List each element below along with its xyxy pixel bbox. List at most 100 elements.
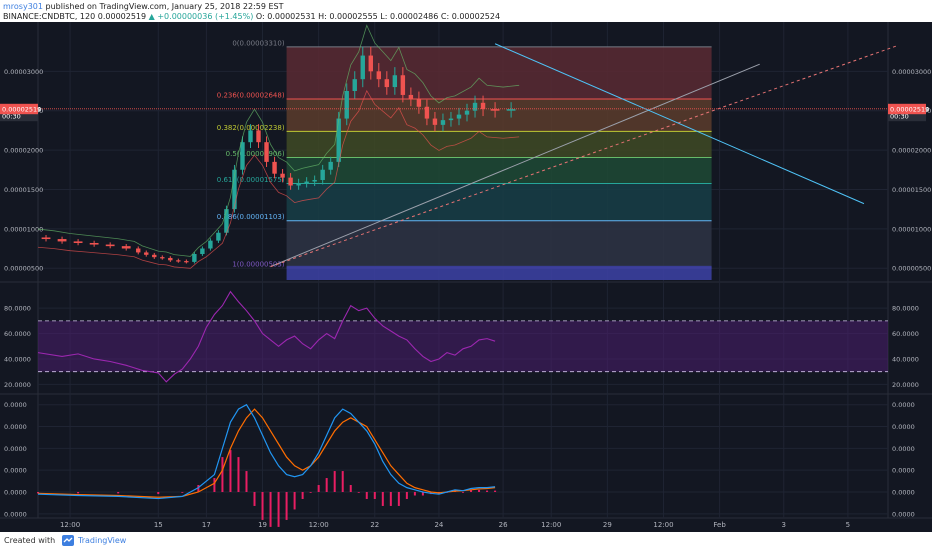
x-tick-label: 17	[202, 521, 211, 529]
candle-body	[480, 102, 486, 110]
candle-body	[360, 55, 365, 80]
y-tick-label-left: 40.0000	[4, 355, 31, 363]
macd-histogram-bar	[293, 492, 296, 510]
macd-histogram-bar	[421, 492, 424, 496]
candle-body	[392, 75, 398, 88]
y-tick-label-right: 0.0000	[892, 401, 915, 409]
footer-brand[interactable]: TradingView	[78, 536, 127, 545]
x-tick-label: 15	[154, 521, 163, 529]
candle-body	[432, 118, 438, 125]
price-tag-left: 00:30	[2, 113, 21, 121]
macd-histogram-bar	[157, 492, 160, 495]
y-tick-label-left: 80.0000	[4, 305, 31, 313]
macd-histogram-bar	[341, 471, 344, 492]
footer-created: Created with	[4, 536, 56, 545]
y-tick-label-left: 0.0000	[4, 401, 27, 409]
candle-body	[89, 242, 99, 245]
candle-body	[184, 261, 189, 263]
macd-histogram-bar	[285, 492, 288, 520]
macd-histogram-bar	[213, 478, 216, 492]
macd-histogram-bar	[349, 485, 352, 492]
y-tick-label-right: 0.00003000	[892, 68, 931, 76]
price-tag-left-bg	[0, 111, 38, 122]
macd-histogram-bar	[373, 492, 376, 499]
author-link[interactable]: mrosy301	[3, 2, 43, 11]
y-tick-label-right: 0.0000	[892, 510, 915, 518]
y-tick-label-left: 0.00002000	[4, 147, 43, 155]
fib-level-label: 0.786(0.00001103)	[217, 213, 285, 221]
fib-zone	[286, 220, 712, 268]
x-tick-label: 22	[370, 521, 379, 529]
candle-body	[41, 237, 51, 240]
y-tick-label-right: 0.00000500	[892, 265, 931, 273]
candle-body	[280, 173, 285, 178]
y-tick-label-right: 0.00002000	[892, 147, 931, 155]
publish-info: published on TradingView.com, January 25…	[45, 2, 284, 11]
rsi-line	[37, 290, 496, 383]
macd-histogram-bar	[365, 492, 368, 499]
candle-body	[232, 169, 237, 210]
y-tick-label-left: 0.00001000	[4, 225, 43, 233]
candle-body	[424, 106, 430, 119]
macd-histogram-bar	[181, 492, 184, 493]
macd-histogram-bar	[117, 492, 120, 494]
candle-body	[304, 181, 309, 184]
candle-body	[224, 209, 229, 233]
macd-histogram-bar	[245, 471, 248, 492]
candle-body	[376, 71, 382, 80]
candle-body	[464, 110, 470, 115]
fib-zone	[286, 46, 712, 100]
fib-level-label: 0.236(0.00002648)	[217, 92, 285, 100]
rsi-band-fill	[38, 320, 888, 372]
macd-histogram-bar	[494, 490, 497, 492]
x-tick-label: 12:00	[653, 521, 673, 529]
fib-zone	[286, 131, 712, 158]
macd-histogram-bar	[269, 492, 272, 527]
candle-body	[320, 169, 325, 180]
candle-body	[288, 177, 293, 186]
upper-band-line	[37, 24, 520, 257]
y-tick-label-right: 0.00001000	[892, 225, 931, 233]
chart-area[interactable]: 12:00 15 17 19 12:00 22 24 26 12:00 29 12:00 Feb 3 5 0…	[0, 22, 932, 532]
macd-histogram-bar	[357, 492, 360, 493]
macd-histogram-bar	[486, 490, 489, 492]
y-tick-label-right: 0.0000	[892, 423, 915, 431]
price-tag-right-bg	[888, 111, 926, 122]
candle-body	[506, 109, 516, 111]
last-price: 0.00002519	[97, 12, 147, 21]
y-tick-label-right: 60.0000	[892, 330, 919, 338]
x-tick-label: 24	[434, 521, 443, 529]
symbol-line: BINANCE:CNDBTC, 120 0.00002519 ▲ +0.0000…	[3, 12, 500, 21]
candle-body	[144, 252, 149, 255]
chart-svg[interactable]: 12:00 15 17 19 12:00 22 24 26 12:00 29 12:00 Feb 3 5 0…	[0, 22, 932, 532]
footer-bar: Created with TradingView	[0, 532, 932, 550]
price-change: ▲ +0.00000036 (+1.45%)	[148, 12, 254, 21]
y-tick-label-left: 0.0000	[4, 510, 27, 518]
candle-body	[456, 114, 462, 119]
fib-zone	[286, 99, 712, 132]
price-tag-left: 0.00002519	[2, 106, 41, 114]
macd-histogram-bar	[197, 485, 200, 492]
x-tick-label: 3	[782, 521, 786, 529]
candle-body	[248, 130, 253, 143]
trend-line	[270, 63, 760, 268]
y-tick-label-left: 0.00001500	[4, 186, 43, 194]
candle-body	[240, 142, 245, 170]
y-tick-label-right: 80.0000	[892, 305, 919, 313]
y-tick-label-left: 0.0000	[4, 423, 27, 431]
macd-histogram-bar	[301, 492, 304, 499]
candle-body	[408, 94, 414, 99]
candle-body	[448, 118, 454, 121]
y-tick-label-left: 0.0000	[4, 489, 27, 497]
y-tick-label-right: 0.0000	[892, 445, 915, 453]
macd-histogram-bar	[309, 492, 312, 493]
macd-histogram-bar	[261, 492, 264, 520]
x-tick-label: 12:00	[309, 521, 329, 529]
candle-body	[73, 241, 83, 243]
y-tick-label-right: 40.0000	[892, 355, 919, 363]
candle-body	[336, 118, 341, 162]
candle-body	[416, 98, 422, 107]
macd-histogram-bar	[229, 450, 232, 492]
y-tick-label-right: 0.00001500	[892, 186, 931, 194]
candle-body	[105, 244, 115, 247]
